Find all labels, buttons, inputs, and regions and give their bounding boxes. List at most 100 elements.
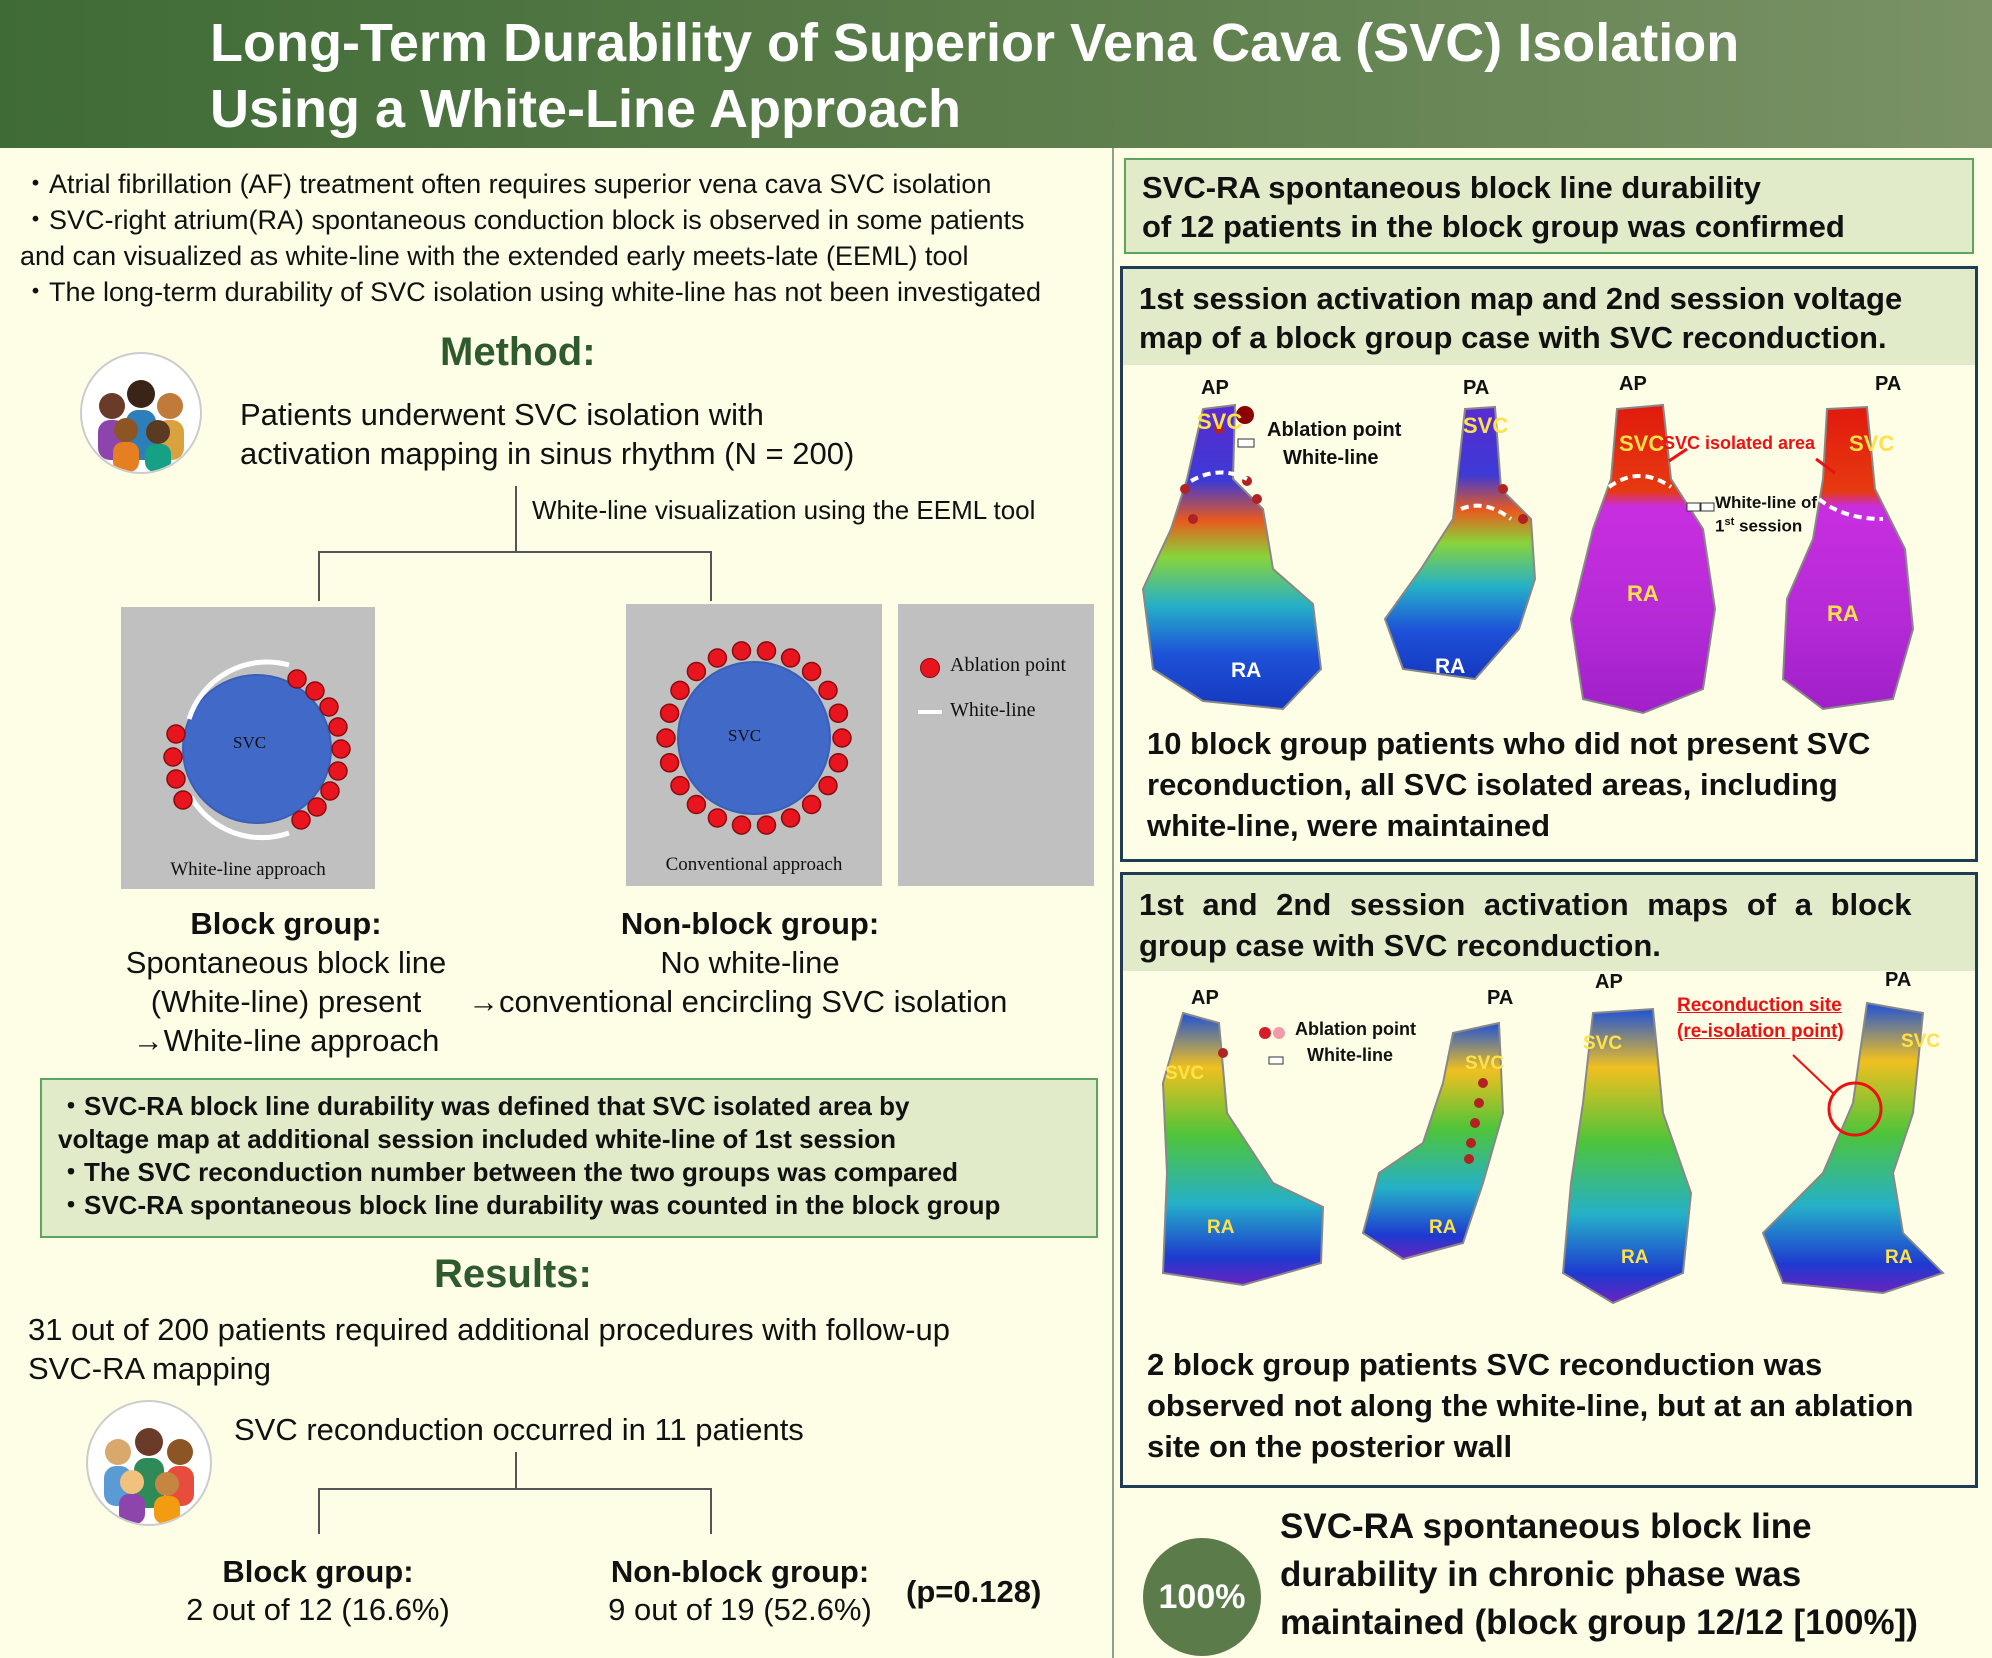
panel-2-heading-2: group case with SVC reconduction.	[1139, 928, 1661, 963]
results-heading: Results:	[434, 1252, 592, 1296]
p1-svc-label-2: SVC	[1463, 413, 1509, 438]
panel-1-ablation-dots	[1180, 424, 1528, 524]
svc-isolated-area-label: SVC isolated area	[1663, 433, 1816, 453]
p2-ra-label-2: RA	[1429, 1217, 1457, 1238]
legend-ablation-dot-1	[1259, 1027, 1271, 1039]
p1-svc-label-3: SVC	[1619, 431, 1665, 456]
p1-ap-label-2: AP	[1619, 373, 1647, 395]
conclusion-line-2: durability in chronic phase was	[1280, 1555, 1802, 1594]
reconduction-site-label: Reconduction site	[1677, 995, 1842, 1016]
panel-2-ablation-dots	[1218, 1048, 1488, 1164]
results-text-1: 31 out of 200 patients required addition…	[28, 1312, 950, 1347]
ablation-point	[756, 815, 777, 835]
p1-legend-whiteline: White-line	[1283, 447, 1379, 469]
panel-2-conclusion-2: observed not along the white-line, but a…	[1147, 1388, 1914, 1423]
results-tree-crossbar	[318, 1488, 712, 1490]
results-nonblock-value: 9 out of 19 (52.6%)	[608, 1592, 872, 1627]
ablation-point	[828, 703, 849, 723]
panel-1-conclusion-3: white-line, were maintained	[1147, 808, 1551, 843]
nonblock-group-title: Non-block group:	[620, 906, 880, 941]
ablation-point	[780, 808, 801, 828]
legend-ablation-label: Ablation point	[950, 654, 1067, 676]
tree-right-leg	[710, 551, 712, 601]
p2-pa-label-2: PA	[1885, 969, 1912, 991]
panel-1-conclusion-1: 10 block group patients who did not pres…	[1147, 726, 1871, 761]
results-block-value: 2 out of 12 (16.6%)	[186, 1592, 450, 1627]
svc-circle	[677, 661, 831, 815]
ablation-point	[686, 794, 707, 815]
definition-row-1: ・SVC-RA block line durability was define…	[58, 1091, 910, 1121]
conclusion-line-3: maintained (block group 12/12 [100%])	[1280, 1603, 1918, 1642]
block-group-line-3: →White-line approach	[132, 1023, 440, 1058]
panel-2-heading-1: 1st and 2nd session activation maps of a…	[1139, 887, 1912, 922]
ablation-point-swatch	[920, 658, 940, 678]
p2-svc-label-2: SVC	[1465, 1053, 1505, 1074]
legend-whiteline-swatch	[1237, 438, 1255, 448]
p1-ra-label-4: RA	[1827, 601, 1859, 626]
svc-label: SVC	[728, 726, 762, 745]
definition-row-4: ・SVC-RA spontaneous block line durabilit…	[58, 1190, 1001, 1220]
panel-2-header: 1st and 2nd session activation maps of a…	[1123, 875, 1975, 971]
p2-svc-label-3: SVC	[1583, 1033, 1623, 1054]
map-ap-voltage	[1569, 403, 1717, 715]
ablation-point	[686, 661, 707, 682]
p2-ap-label-2: AP	[1595, 971, 1623, 993]
title-line-1: Long-Term Durability of Superior Vena Ca…	[210, 13, 1740, 73]
results-tree-right-leg	[710, 1488, 712, 1534]
p2-ap-label-1: AP	[1191, 987, 1219, 1009]
panel-1-heading-1: 1st session activation map and 2nd sessi…	[1139, 281, 1903, 316]
panel-voltage-map: 1st session activation map and 2nd sessi…	[1120, 266, 1978, 862]
reconduction-count-text: SVC reconduction occurred in 11 patients	[234, 1412, 804, 1447]
ablation-point	[659, 753, 680, 773]
ablation-point	[801, 661, 822, 682]
panel-2-conclusion-3: site on the posterior wall	[1147, 1429, 1513, 1464]
p1-ap-label-1: AP	[1201, 377, 1229, 399]
intro-bullet-1: ・Atrial fibrillation (AF) treatment ofte…	[22, 169, 992, 199]
ablation-points	[656, 641, 852, 835]
percent-badge: 100%	[1143, 1538, 1261, 1656]
title-banner: Long-Term Durability of Superior Vena Ca…	[0, 0, 1992, 148]
map-pa-1st	[1361, 1021, 1505, 1261]
map-pa-2nd	[1761, 1001, 1945, 1295]
eeml-branch-label: White-line visualization using the EEML …	[532, 495, 1036, 525]
block-group-line-1: Spontaneous block line	[125, 945, 447, 980]
conclusion-line-1: SVC-RA spontaneous block line	[1280, 1507, 1812, 1546]
ablation-point	[656, 728, 676, 748]
isolated-area-arrow-right	[1815, 457, 1836, 475]
session-label: 1st session	[1715, 516, 1803, 536]
ablation-point	[780, 648, 801, 668]
tree-stem	[515, 486, 517, 552]
p1-ra-label-1: RA	[1231, 659, 1262, 682]
legend-whiteline-swatch	[1268, 1056, 1284, 1065]
intro-bullet-2a: ・SVC-right atrium(RA) spontaneous conduc…	[22, 205, 1025, 235]
whiteline-arc-bottom	[188, 795, 290, 841]
tree-crossbar	[318, 551, 712, 553]
p1-pa-label-1: PA	[1463, 377, 1490, 399]
results-tree-left-leg	[318, 1488, 320, 1534]
whiteline-1st-label: White-line of	[1715, 493, 1817, 512]
p2-ra-label-4: RA	[1885, 1247, 1913, 1268]
p2-legend-ablation: Ablation point	[1295, 1019, 1416, 1039]
re-isolation-point-label: (re-isolation point)	[1677, 1021, 1844, 1042]
map-pa-activation	[1383, 405, 1537, 681]
block-group-title: Block group:	[190, 906, 382, 941]
ablation-point	[756, 641, 777, 661]
nonblock-group-line-1: No white-line	[660, 945, 840, 980]
ablation-point	[670, 775, 690, 796]
panel-2-conclusion-1: 2 block group patients SVC reconduction …	[1147, 1347, 1823, 1382]
panel-activation-maps: 1st and 2nd session activation maps of a…	[1120, 872, 1978, 1488]
panel-1-conclusion-2: reconduction, all SVC isolated areas, in…	[1147, 767, 1838, 802]
ablation-point	[832, 728, 852, 748]
whiteline-arc-top	[186, 659, 290, 720]
legend-ablation-dot-2	[1273, 1027, 1285, 1039]
panel-1-heading-2: map of a block group case with SVC recon…	[1139, 320, 1887, 355]
definition-box: ・SVC-RA block line durability was define…	[40, 1078, 1098, 1238]
p2-svc-label-1: SVC	[1165, 1063, 1205, 1084]
ablation-point	[659, 703, 680, 723]
definition-row-2: voltage map at additional session includ…	[58, 1124, 896, 1154]
whiteline-approach-caption: White-line approach	[170, 859, 326, 880]
ablation-point	[828, 753, 849, 773]
p2-legend-whiteline: White-line	[1307, 1045, 1393, 1065]
column-divider	[1112, 148, 1114, 1658]
p2-svc-label-4: SVC	[1901, 1031, 1941, 1052]
